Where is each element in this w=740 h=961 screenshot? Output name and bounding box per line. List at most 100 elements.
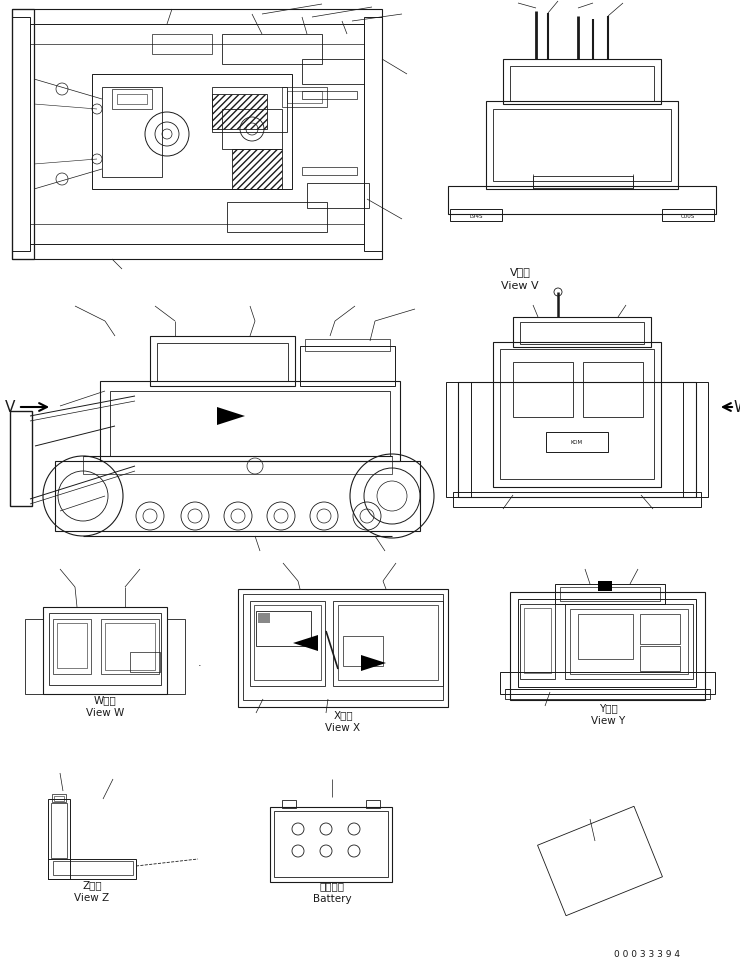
Polygon shape: [217, 407, 245, 426]
Bar: [270, 807, 392, 882]
Bar: [53, 861, 133, 875]
Bar: [570, 609, 688, 675]
Bar: [212, 87, 287, 133]
Bar: [10, 411, 32, 506]
Bar: [683, 382, 708, 498]
Bar: [12, 18, 30, 252]
Bar: [258, 613, 270, 624]
Bar: [578, 614, 633, 659]
Bar: [52, 794, 66, 802]
Bar: [453, 492, 701, 507]
Polygon shape: [293, 635, 318, 652]
Bar: [640, 614, 680, 644]
Bar: [662, 209, 714, 222]
Bar: [305, 339, 390, 352]
Bar: [150, 336, 295, 386]
Bar: [338, 605, 438, 680]
Bar: [598, 581, 612, 591]
Bar: [287, 92, 322, 104]
Bar: [503, 60, 661, 105]
Bar: [243, 595, 443, 701]
Bar: [222, 110, 282, 150]
Bar: [302, 168, 357, 176]
Bar: [510, 592, 705, 701]
Bar: [302, 60, 364, 85]
Bar: [48, 859, 136, 879]
Bar: [102, 87, 162, 178]
Bar: [274, 811, 388, 877]
Text: View V: View V: [501, 281, 539, 290]
Bar: [518, 600, 696, 687]
Text: Z　視: Z 視: [82, 879, 102, 889]
Text: View Z: View Z: [75, 892, 110, 902]
Bar: [83, 456, 392, 475]
Text: View Y: View Y: [591, 715, 625, 726]
Bar: [282, 87, 327, 108]
Bar: [333, 602, 443, 686]
Bar: [25, 619, 43, 694]
Bar: [505, 689, 710, 700]
Bar: [565, 604, 693, 679]
Bar: [49, 613, 161, 685]
Bar: [300, 347, 395, 386]
Text: KOM: KOM: [571, 440, 583, 445]
Bar: [157, 344, 288, 382]
Bar: [302, 92, 357, 100]
Bar: [100, 382, 400, 461]
Bar: [51, 803, 67, 858]
Bar: [307, 184, 369, 209]
Text: バッテリ: バッテリ: [320, 880, 345, 890]
Bar: [520, 323, 644, 345]
Bar: [533, 177, 633, 188]
Bar: [254, 605, 321, 680]
Bar: [30, 25, 364, 245]
Bar: [53, 619, 91, 675]
Bar: [500, 673, 715, 694]
Text: V: V: [5, 400, 16, 415]
Bar: [364, 18, 382, 252]
Bar: [55, 461, 420, 531]
Text: V　視: V 視: [510, 267, 531, 277]
Bar: [110, 391, 390, 456]
Bar: [12, 10, 382, 259]
Text: .: .: [198, 657, 202, 667]
Bar: [366, 801, 380, 808]
Bar: [105, 624, 155, 671]
Bar: [524, 608, 551, 674]
Bar: [546, 432, 608, 453]
Text: W: W: [733, 400, 740, 415]
Bar: [232, 150, 282, 190]
Text: Y　視: Y 視: [599, 702, 617, 712]
Bar: [493, 343, 661, 487]
Bar: [92, 75, 292, 190]
Bar: [520, 604, 555, 679]
Bar: [48, 800, 70, 879]
Bar: [446, 382, 471, 498]
Bar: [450, 209, 502, 222]
Bar: [282, 801, 296, 808]
Bar: [57, 624, 87, 668]
Bar: [130, 653, 160, 673]
Text: W　視: W 視: [94, 694, 116, 704]
Bar: [212, 95, 267, 130]
Bar: [583, 362, 643, 418]
Bar: [112, 90, 152, 110]
Bar: [54, 796, 64, 801]
Bar: [486, 102, 678, 190]
Bar: [12, 10, 34, 259]
Bar: [117, 95, 147, 105]
Bar: [448, 186, 716, 214]
Text: C00S: C00S: [681, 213, 695, 218]
Text: Battery: Battery: [313, 893, 352, 903]
Bar: [238, 589, 448, 707]
Bar: [43, 607, 167, 694]
Bar: [343, 636, 383, 666]
Bar: [555, 584, 665, 604]
Bar: [493, 110, 671, 182]
Text: View W: View W: [86, 707, 124, 717]
Text: L94S: L94S: [469, 213, 482, 218]
Bar: [227, 203, 327, 233]
Bar: [500, 350, 654, 480]
Bar: [458, 382, 696, 498]
Bar: [167, 619, 185, 694]
